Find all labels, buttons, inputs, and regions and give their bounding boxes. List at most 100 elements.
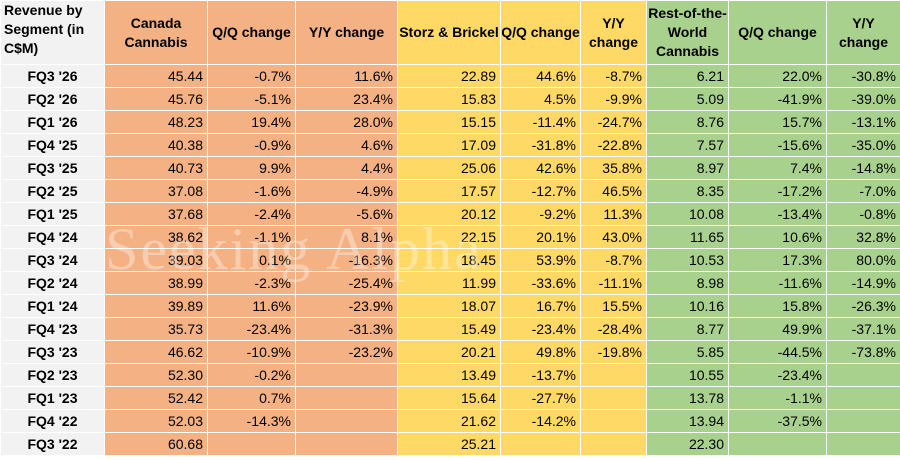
row-yy-cell: -14.9%: [826, 271, 900, 295]
canada-cannabis-cell: 38.62: [104, 225, 208, 249]
row-cannabis-cell: 10.53: [646, 248, 729, 272]
storz-qq-cell: -11.4%: [500, 110, 581, 134]
table-row: FQ2 '24 38.99 -2.3% -25.4% 11.99 -33.6% -11.1%…: [0, 271, 900, 295]
row-qq-cell: -23.4%: [728, 363, 827, 387]
canada-qq-cell: 19.4%: [207, 110, 296, 134]
row-yy-cell: -14.8%: [826, 156, 900, 180]
row-qq-cell: 10.6%: [728, 225, 827, 249]
row-qq-cell: -41.9%: [728, 87, 827, 111]
row-qq-cell: -11.6%: [728, 271, 827, 295]
canada-cannabis-cell: 38.99: [104, 271, 208, 295]
canada-qq-cell: -2.3%: [207, 271, 296, 295]
table-row: FQ4 '23 35.73 -23.4% -31.3% 15.49 -23.4% -28.4…: [0, 317, 900, 341]
row-cannabis-cell: 8.97: [646, 156, 729, 180]
storz-brickel-cell: 22.89: [397, 64, 501, 88]
row-yy-cell: -73.8%: [826, 340, 900, 364]
storz-brickel-cell: 15.64: [397, 386, 501, 410]
header-row-yy: Y/Y change: [826, 0, 900, 65]
storz-brickel-cell: 11.99: [397, 271, 501, 295]
canada-cannabis-cell: 37.68: [104, 202, 208, 226]
row-qq-cell: 15.8%: [728, 294, 827, 318]
table-row: FQ1 '23 52.42 0.7% 15.64 -27.7% 13.78 -1.1%: [0, 386, 900, 410]
row-cannabis-cell: 5.85: [646, 340, 729, 364]
row-cannabis-cell: 10.08: [646, 202, 729, 226]
period-cell: FQ4 '23: [0, 317, 105, 341]
canada-cannabis-cell: 52.42: [104, 386, 208, 410]
canada-cannabis-cell: 48.23: [104, 110, 208, 134]
storz-qq-cell: 42.6%: [500, 156, 581, 180]
header-canada-qq: Q/Q change: [207, 0, 296, 65]
canada-yy-cell: 8.1%: [295, 225, 398, 249]
storz-brickel-cell: 20.12: [397, 202, 501, 226]
canada-yy-cell: -5.6%: [295, 202, 398, 226]
row-cannabis-cell: 8.77: [646, 317, 729, 341]
table-row: FQ4 '25 40.38 -0.9% 4.6% 17.09 -31.8% -22.8% 7.…: [0, 133, 900, 157]
row-cannabis-cell: 8.35: [646, 179, 729, 203]
storz-qq-cell: -33.6%: [500, 271, 581, 295]
table-row: FQ3 '26 45.44 -0.7% 11.6% 22.89 44.6% -8.7% 6.2…: [0, 64, 900, 88]
canada-yy-cell: [295, 386, 398, 410]
storz-brickel-cell: 18.45: [397, 248, 501, 272]
table-row: FQ3 '25 40.73 9.9% 4.4% 25.06 42.6% 35.8% 8.97 7…: [0, 156, 900, 180]
storz-qq-cell: 20.1%: [500, 225, 581, 249]
period-cell: FQ1 '23: [0, 386, 105, 410]
storz-qq-cell: 4.5%: [500, 87, 581, 111]
row-yy-cell: -39.0%: [826, 87, 900, 111]
storz-qq-cell: -23.4%: [500, 317, 581, 341]
header-canada-yy: Y/Y change: [295, 0, 398, 65]
storz-yy-cell: -9.9%: [580, 87, 647, 111]
canada-cannabis-cell: 52.30: [104, 363, 208, 387]
period-cell: FQ4 '24: [0, 225, 105, 249]
storz-qq-cell: 16.7%: [500, 294, 581, 318]
canada-qq-cell: -23.4%: [207, 317, 296, 341]
canada-yy-cell: [295, 363, 398, 387]
storz-brickel-cell: 25.21: [397, 432, 501, 456]
table-row: FQ4 '24 38.62 -1.1% 8.1% 22.15 20.1% 43.0% 11.6…: [0, 225, 900, 249]
canada-yy-cell: -23.9%: [295, 294, 398, 318]
storz-brickel-cell: 13.49: [397, 363, 501, 387]
canada-yy-cell: -31.3%: [295, 317, 398, 341]
storz-brickel-cell: 15.83: [397, 87, 501, 111]
header-row-cannabis: Rest-of-the-World Cannabis: [646, 0, 729, 65]
row-yy-cell: -37.1%: [826, 317, 900, 341]
canada-cannabis-cell: 45.76: [104, 87, 208, 111]
row-qq-cell: 17.3%: [728, 248, 827, 272]
row-yy-cell: -7.0%: [826, 179, 900, 203]
row-qq-cell: 22.0%: [728, 64, 827, 88]
period-cell: FQ2 '24: [0, 271, 105, 295]
canada-cannabis-cell: 46.62: [104, 340, 208, 364]
canada-yy-cell: 11.6%: [295, 64, 398, 88]
canada-cannabis-cell: 35.73: [104, 317, 208, 341]
row-qq-cell: -17.2%: [728, 179, 827, 203]
period-cell: FQ1 '24: [0, 294, 105, 318]
canada-cannabis-cell: 60.68: [104, 432, 208, 456]
row-qq-cell: -37.5%: [728, 409, 827, 433]
storz-yy-cell: 46.5%: [580, 179, 647, 203]
row-cannabis-cell: 13.94: [646, 409, 729, 433]
period-cell: FQ4 '25: [0, 133, 105, 157]
storz-yy-cell: [580, 432, 647, 456]
canada-yy-cell: -23.2%: [295, 340, 398, 364]
canada-qq-cell: -1.6%: [207, 179, 296, 203]
row-cannabis-cell: 22.30: [646, 432, 729, 456]
canada-cannabis-cell: 39.03: [104, 248, 208, 272]
row-cannabis-cell: 7.57: [646, 133, 729, 157]
row-yy-cell: [826, 363, 900, 387]
storz-brickel-cell: 15.49: [397, 317, 501, 341]
canada-qq-cell: -0.2%: [207, 363, 296, 387]
storz-yy-cell: 11.3%: [580, 202, 647, 226]
period-cell: FQ1 '26: [0, 110, 105, 134]
table-row: FQ2 '23 52.30 -0.2% 13.49 -13.7% 10.55 -23.4%: [0, 363, 900, 387]
canada-qq-cell: -2.4%: [207, 202, 296, 226]
storz-qq-cell: -31.8%: [500, 133, 581, 157]
row-yy-cell: -30.8%: [826, 64, 900, 88]
canada-qq-cell: -5.1%: [207, 87, 296, 111]
storz-qq-cell: -12.7%: [500, 179, 581, 203]
storz-yy-cell: 35.8%: [580, 156, 647, 180]
period-cell: FQ4 '22: [0, 409, 105, 433]
row-yy-cell: [826, 386, 900, 410]
storz-brickel-cell: 15.15: [397, 110, 501, 134]
row-cannabis-cell: 5.09: [646, 87, 729, 111]
row-qq-cell: -13.4%: [728, 202, 827, 226]
